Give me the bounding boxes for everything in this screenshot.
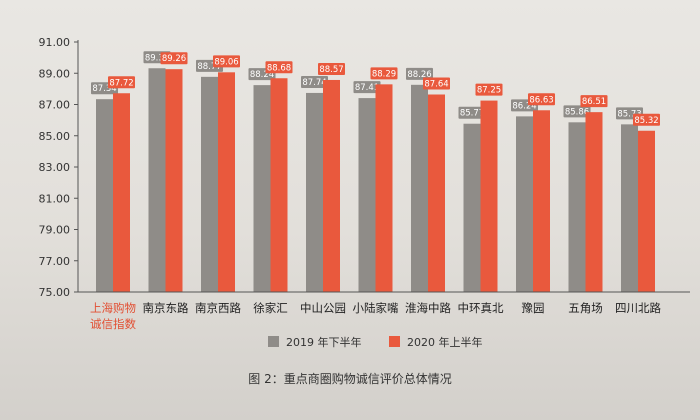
category-label: 豫园: [522, 301, 545, 315]
bar-orange: [585, 112, 603, 292]
value-label-box: [458, 106, 486, 119]
category-label: 中山公园: [300, 301, 346, 315]
bar-grey: [96, 99, 113, 292]
value-label-box: [108, 76, 135, 89]
category-label: 徐家汇: [253, 301, 288, 315]
y-tick-label: 91.00: [39, 36, 71, 49]
y-tick-label: 79.00: [39, 224, 71, 237]
category-label: 五角场: [568, 301, 603, 315]
value-label: 87.25: [477, 86, 501, 96]
value-label-box: [633, 113, 660, 126]
value-label-box: [563, 105, 591, 118]
value-label: 87.72: [109, 78, 133, 88]
y-tick-label: 87.00: [39, 99, 71, 112]
value-label: 87.41: [355, 83, 379, 93]
value-label-box: [423, 77, 450, 90]
bar-orange: [480, 100, 498, 292]
value-label: 85.77: [460, 109, 484, 119]
value-label-box: [353, 81, 381, 94]
value-label: 89.32: [145, 53, 169, 63]
bar-grey: [306, 92, 323, 292]
y-tick-label: 75.00: [39, 286, 71, 299]
bar-grey: [201, 76, 218, 292]
bar-orange: [218, 72, 235, 292]
category-label: 诚信指数: [90, 317, 136, 331]
value-label: 85.86: [565, 107, 589, 117]
value-label-box: [213, 55, 240, 68]
y-tick-label: 77.00: [39, 255, 71, 268]
bar-orange: [165, 69, 183, 292]
category-label: 中环真北: [458, 301, 504, 315]
bar-orange: [638, 130, 655, 292]
category-label: 上海购物: [90, 301, 136, 315]
bar-grey: [568, 122, 586, 292]
category-label: 南京东路: [143, 301, 189, 315]
value-label: 86.63: [529, 95, 553, 105]
category-label: 小陆家嘴: [353, 301, 399, 315]
y-tick-label: 85.00: [39, 130, 71, 143]
bar-grey: [148, 68, 166, 292]
value-label-box: [406, 67, 433, 80]
category-label: 南京西路: [195, 301, 241, 315]
value-label: 87.74: [302, 78, 326, 88]
value-label: 87.64: [424, 80, 448, 90]
y-tick-label: 89.00: [39, 67, 71, 80]
value-label: 87.34: [92, 84, 116, 94]
value-label-box: [301, 75, 328, 88]
bar-orange: [428, 94, 445, 292]
value-label: 89.06: [214, 57, 238, 67]
value-label: 88.26: [407, 70, 431, 80]
value-label: 85.32: [634, 116, 658, 126]
value-label: 88.77: [197, 62, 221, 72]
legend: 2019 年下半年 2020 年上半年: [268, 335, 483, 349]
value-label: 88.29: [372, 69, 396, 79]
value-label: 85.73: [617, 109, 641, 119]
value-label-box: [318, 62, 345, 75]
value-label-box: [475, 83, 503, 96]
value-label: 86.51: [582, 97, 606, 107]
bar-grey: [516, 116, 533, 292]
legend-swatch: [268, 336, 279, 347]
legend-label: 2019 年下半年: [286, 335, 362, 349]
value-label: 88.57: [319, 65, 343, 75]
bar-orange: [113, 93, 130, 292]
category-label: 四川北路: [615, 301, 661, 315]
bar-orange: [533, 110, 550, 292]
bar-grey: [358, 98, 376, 292]
value-label-box: [370, 67, 398, 80]
y-axis: 91.00 89.00 87.00 85.00 83.00 81.00 79.00 77.00…: [39, 36, 79, 299]
value-label-box: [160, 52, 188, 65]
y-tick-label: 83.00: [39, 161, 71, 174]
bar-grey: [253, 85, 271, 292]
value-label-box: [580, 95, 608, 108]
figure-caption: 图 2：重点商圈购物诚信评价总体情况: [248, 371, 451, 386]
value-label: 88.68: [267, 63, 291, 73]
value-label-box: [528, 93, 555, 106]
legend-swatch: [389, 336, 400, 347]
bar-grey: [411, 84, 428, 292]
bar-grey: [463, 123, 481, 292]
bar-orange: [270, 78, 288, 292]
bar-orange: [323, 79, 340, 292]
bar-orange: [375, 84, 393, 292]
value-label-box: [265, 61, 293, 74]
value-label: 89.26: [162, 54, 186, 64]
value-label: 88.24: [250, 70, 274, 80]
y-tick-label: 81.00: [39, 192, 71, 205]
category-label: 淮海中路: [405, 301, 451, 315]
value-label: 86.24: [512, 101, 536, 111]
bar-grey: [621, 124, 638, 292]
legend-label: 2020 年上半年: [407, 335, 483, 349]
